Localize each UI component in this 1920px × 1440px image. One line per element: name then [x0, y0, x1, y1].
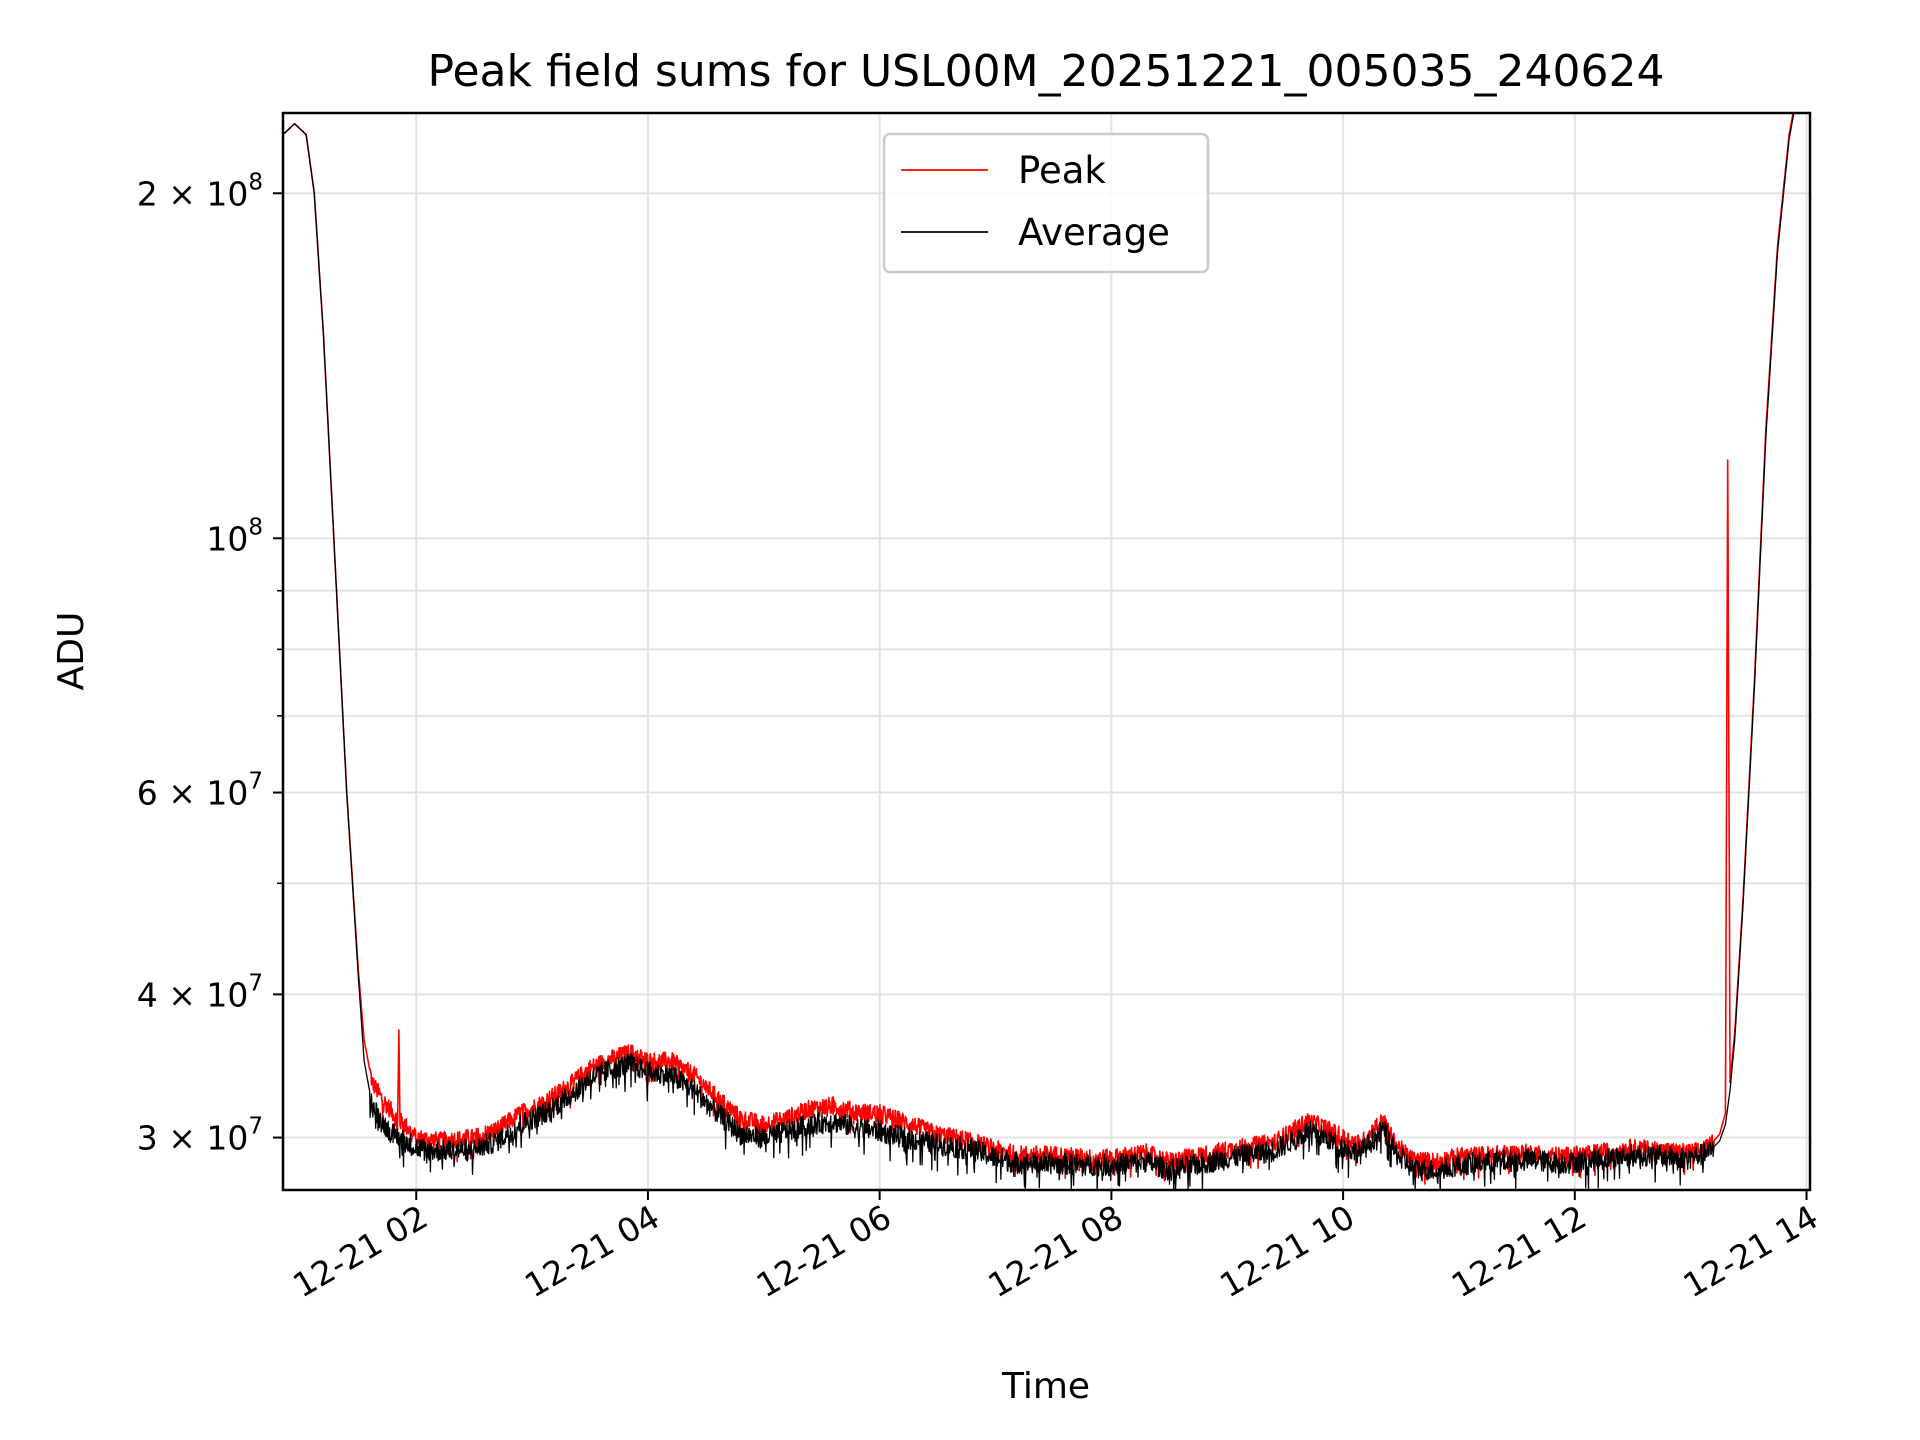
plot-frame — [281, 111, 1812, 1192]
legend-label-peak: Peak — [1018, 149, 1106, 192]
legend-label-average: Average — [1018, 211, 1170, 254]
y-tick-label-exponent: 8 — [248, 169, 263, 195]
legend-box — [882, 132, 1210, 274]
y-tick-label: 4 × 107 — [137, 970, 263, 1014]
y-tick-label-base: 10 — [206, 519, 248, 558]
y-tick-label: 6 × 107 — [137, 769, 263, 813]
y-tick-label-exponent: 8 — [248, 514, 263, 540]
y-tick-label: 3 × 107 — [137, 1114, 263, 1158]
y-tick-label-exponent: 7 — [248, 1114, 263, 1140]
grid — [283, 113, 1810, 1190]
y-tick-label: 2 × 108 — [137, 169, 263, 213]
y-tick-label-base: 3 × 10 — [137, 1119, 249, 1158]
y-axis-label: ADU — [51, 612, 92, 691]
legend: Peak Average — [882, 132, 1210, 274]
y-tick-label-exponent: 7 — [248, 970, 263, 996]
average-series-line — [283, 113, 1795, 1190]
series-layer — [283, 113, 1795, 1190]
y-tick-label-base: 6 × 10 — [137, 774, 249, 813]
plot-area — [283, 113, 1810, 1190]
y-tick-label-base: 4 × 10 — [137, 975, 249, 1014]
y-tick-label-exponent: 7 — [248, 769, 263, 795]
y-tick-label-base: 2 × 10 — [137, 174, 249, 213]
chart-title: Peak field sums for USL00M_20251221_0050… — [428, 46, 1665, 97]
y-tick-label: 108 — [206, 514, 263, 558]
x-axis-label: Time — [1001, 1366, 1090, 1407]
